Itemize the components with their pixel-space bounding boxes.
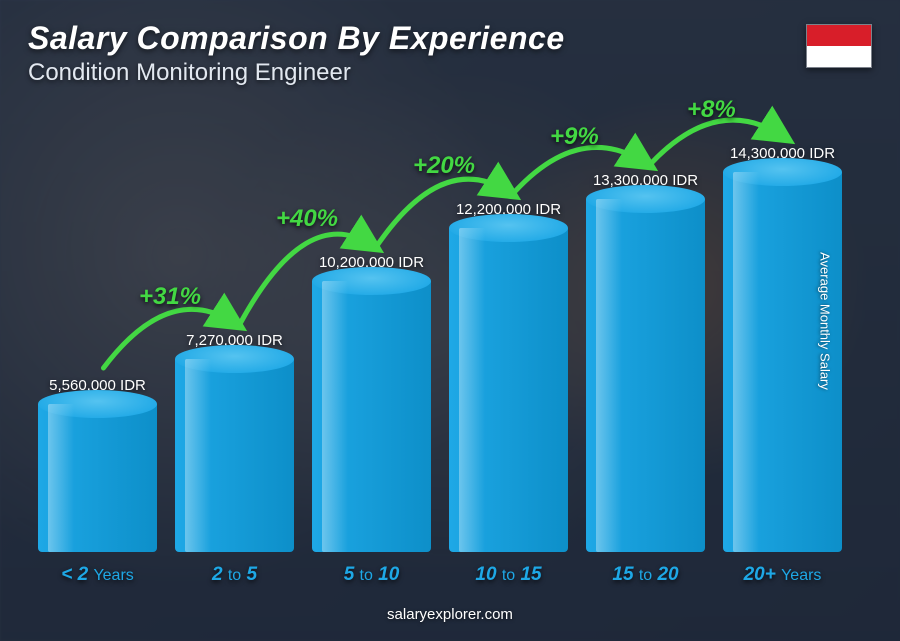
growth-arrow: [240, 234, 371, 323]
growth-arrow: [651, 120, 782, 163]
chart-area: 5,560,000 IDR7,270,000 IDR10,200,000 IDR…: [28, 97, 872, 600]
x-axis-label: 20+ Years: [723, 556, 842, 600]
footer-attribution: salaryexplorer.com: [28, 600, 872, 623]
growth-arrow: [103, 309, 234, 368]
growth-percent-label: +9%: [550, 123, 599, 151]
growth-percent-label: +40%: [276, 205, 338, 233]
growth-percent-label: +20%: [413, 152, 475, 180]
flag-white-stripe: [807, 46, 871, 67]
x-axis-label: 2 to 5: [175, 556, 294, 600]
title-block: Salary Comparison By Experience Conditio…: [28, 20, 806, 87]
content-wrapper: Salary Comparison By Experience Conditio…: [0, 0, 900, 641]
x-axis-label: < 2 Years: [38, 556, 157, 600]
flag-red-stripe: [807, 25, 871, 46]
x-axis-label: 5 to 10: [312, 556, 431, 600]
x-axis: < 2 Years 2 to 5 5 to 10 10 to 15 15 to 20 20…: [28, 556, 852, 600]
growth-percent-label: +31%: [139, 283, 201, 311]
country-flag-indonesia: [806, 24, 872, 68]
header: Salary Comparison By Experience Conditio…: [28, 20, 872, 87]
x-axis-label: 15 to 20: [586, 556, 705, 600]
growth-arrow: [377, 179, 508, 245]
page-subtitle: Condition Monitoring Engineer: [28, 59, 806, 87]
y-axis-label: Average Monthly Salary: [818, 252, 833, 390]
growth-arrow: [514, 147, 645, 192]
growth-percent-label: +8%: [687, 96, 736, 124]
page-title: Salary Comparison By Experience: [28, 20, 806, 57]
x-axis-label: 10 to 15: [449, 556, 568, 600]
